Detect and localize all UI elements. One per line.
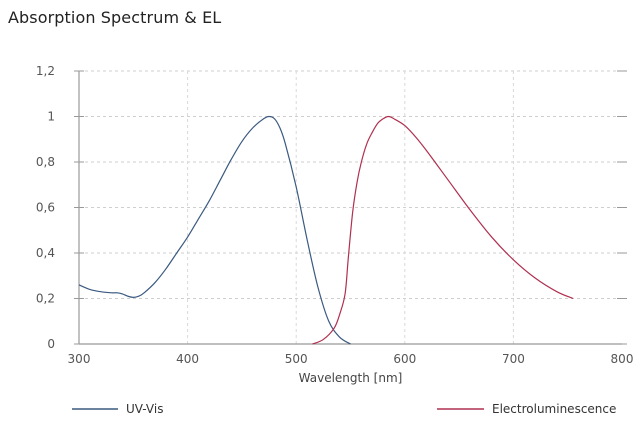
x-tick-label: 300 <box>68 352 91 366</box>
legend: UV-Vis Electroluminescence <box>72 402 616 416</box>
x-axis-label: Wavelength [nm] <box>299 371 403 385</box>
axes <box>74 70 627 345</box>
series-lines <box>78 115 574 345</box>
x-tick-label: 500 <box>285 352 308 366</box>
y-tick-label: 0,6 <box>36 201 55 215</box>
x-tick-label: 400 <box>176 352 199 366</box>
x-tick-label: 700 <box>502 352 525 366</box>
series-line-electroluminescence <box>312 115 574 345</box>
x-tick-label: 800 <box>611 352 634 366</box>
y-tick-label: 0,4 <box>36 246 55 260</box>
y-tick-label: 1,2 <box>36 64 55 78</box>
y-tick-label: 0,8 <box>36 155 55 169</box>
legend-label-uv-vis: UV-Vis <box>126 402 163 416</box>
legend-label-electroluminescence: Electroluminescence <box>492 402 616 416</box>
y-tick-label: 0 <box>47 337 55 351</box>
series-line-uv-vis <box>78 115 351 345</box>
y-tick-label: 0,2 <box>36 292 55 306</box>
tick-labels: 0 0,2 0,4 0,6 0,8 1 1,2 300 400 500 600 700 800 <box>36 64 634 366</box>
y-tick-label: 1 <box>47 110 55 124</box>
chart-title: Absorption Spectrum & EL <box>8 8 222 27</box>
x-tick-label: 600 <box>393 352 416 366</box>
grid-lines <box>79 70 622 344</box>
